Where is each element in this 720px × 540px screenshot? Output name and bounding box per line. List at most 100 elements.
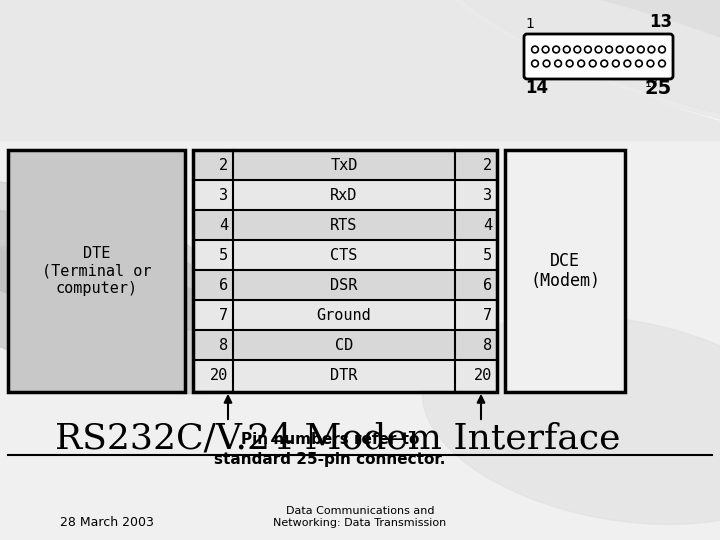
Circle shape xyxy=(612,60,619,67)
Circle shape xyxy=(585,46,591,53)
Circle shape xyxy=(589,60,596,67)
Bar xyxy=(505,150,625,392)
Ellipse shape xyxy=(0,179,205,281)
Circle shape xyxy=(614,62,618,65)
Circle shape xyxy=(637,46,644,53)
Circle shape xyxy=(565,48,569,51)
Circle shape xyxy=(575,48,579,51)
Text: 20: 20 xyxy=(474,368,492,382)
Bar xyxy=(193,150,497,392)
Text: 3: 3 xyxy=(483,187,492,202)
Text: RS232C/V.24 Modem Interface: RS232C/V.24 Modem Interface xyxy=(55,421,621,455)
Bar xyxy=(193,300,497,330)
Circle shape xyxy=(534,48,537,51)
Circle shape xyxy=(591,62,595,65)
Text: 8: 8 xyxy=(483,338,492,353)
Text: 14: 14 xyxy=(525,79,548,97)
Text: 7: 7 xyxy=(219,307,228,322)
Circle shape xyxy=(637,62,641,65)
Text: 3: 3 xyxy=(219,187,228,202)
Ellipse shape xyxy=(441,0,720,136)
Text: DTE
(Terminal or
computer): DTE (Terminal or computer) xyxy=(42,246,151,296)
Text: 13: 13 xyxy=(649,13,672,31)
Circle shape xyxy=(649,48,653,51)
Circle shape xyxy=(557,62,560,65)
Circle shape xyxy=(545,62,549,65)
Text: DSR: DSR xyxy=(330,278,358,293)
Circle shape xyxy=(639,48,643,51)
Text: DCE
(Modem): DCE (Modem) xyxy=(530,252,600,291)
Circle shape xyxy=(624,60,631,67)
Text: Pin numbers refer to
standard 25-pin connector.: Pin numbers refer to standard 25-pin con… xyxy=(215,432,446,467)
Text: RxD: RxD xyxy=(330,187,358,202)
Bar xyxy=(193,150,497,180)
Circle shape xyxy=(531,60,539,67)
Circle shape xyxy=(554,48,558,51)
Circle shape xyxy=(597,48,600,51)
Circle shape xyxy=(636,60,642,67)
Circle shape xyxy=(553,46,559,53)
Text: Data Communications and
Networking: Data Transmission: Data Communications and Networking: Data… xyxy=(274,506,446,528)
Bar xyxy=(8,150,185,392)
Text: 2: 2 xyxy=(483,158,492,172)
Circle shape xyxy=(531,46,539,53)
Text: 8: 8 xyxy=(219,338,228,353)
Ellipse shape xyxy=(0,246,270,394)
FancyBboxPatch shape xyxy=(524,34,673,79)
Circle shape xyxy=(660,62,664,65)
Circle shape xyxy=(534,62,537,65)
Text: 17: 17 xyxy=(645,79,659,89)
Circle shape xyxy=(659,46,665,53)
Circle shape xyxy=(586,48,590,51)
Text: 5: 5 xyxy=(219,247,228,262)
Circle shape xyxy=(629,48,632,51)
Circle shape xyxy=(580,62,583,65)
Bar xyxy=(193,270,497,300)
Bar xyxy=(0,0,720,140)
Bar xyxy=(193,180,497,210)
Circle shape xyxy=(554,60,562,67)
Text: 7: 7 xyxy=(483,307,492,322)
Circle shape xyxy=(542,46,549,53)
Circle shape xyxy=(574,46,581,53)
Text: 25: 25 xyxy=(644,79,672,98)
Circle shape xyxy=(659,60,665,67)
Bar xyxy=(193,360,497,390)
Circle shape xyxy=(618,48,621,51)
Circle shape xyxy=(606,46,613,53)
Text: 2: 2 xyxy=(219,158,228,172)
Bar xyxy=(193,330,497,360)
Circle shape xyxy=(600,60,608,67)
Text: 5: 5 xyxy=(483,247,492,262)
Circle shape xyxy=(603,62,606,65)
Ellipse shape xyxy=(446,0,720,139)
Circle shape xyxy=(660,48,664,51)
Circle shape xyxy=(577,60,585,67)
Circle shape xyxy=(649,62,652,65)
Ellipse shape xyxy=(404,0,720,148)
Bar xyxy=(193,210,497,240)
Text: CTS: CTS xyxy=(330,247,358,262)
Text: RTS: RTS xyxy=(330,218,358,233)
Circle shape xyxy=(595,46,602,53)
Text: 28 March 2003: 28 March 2003 xyxy=(60,516,154,529)
Text: DTR: DTR xyxy=(330,368,358,382)
Text: Ground: Ground xyxy=(317,307,372,322)
Circle shape xyxy=(543,60,550,67)
Text: 4: 4 xyxy=(483,218,492,233)
Circle shape xyxy=(648,46,655,53)
Circle shape xyxy=(568,62,572,65)
Ellipse shape xyxy=(422,315,720,524)
Text: CD: CD xyxy=(335,338,353,353)
Circle shape xyxy=(616,46,624,53)
Text: 4: 4 xyxy=(219,218,228,233)
Ellipse shape xyxy=(0,210,235,330)
Bar xyxy=(193,240,497,270)
Circle shape xyxy=(626,46,634,53)
Text: 6: 6 xyxy=(483,278,492,293)
Circle shape xyxy=(544,48,547,51)
Text: 1: 1 xyxy=(525,17,534,31)
Circle shape xyxy=(647,60,654,67)
Text: 20: 20 xyxy=(210,368,228,382)
Circle shape xyxy=(563,46,570,53)
